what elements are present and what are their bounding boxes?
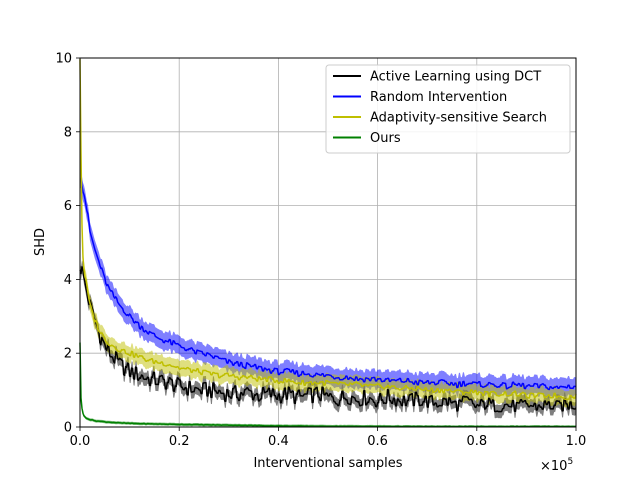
y-tick-label: 6 <box>64 199 72 214</box>
y-tick-label: 10 <box>55 52 72 67</box>
legend-label: Random Intervention <box>370 90 507 105</box>
y-tick-label: 0 <box>64 421 72 436</box>
x-tick-label: 0.2 <box>169 434 190 449</box>
x-tick-label: 0.0 <box>70 434 91 449</box>
legend-label: Active Learning using DCT <box>370 70 541 85</box>
series-line-0 <box>79 266 577 413</box>
y-axis-ticks: 0 2 4 6 8 10 <box>55 52 80 436</box>
plot-frame <box>79 57 577 428</box>
series-line-1 <box>80 178 577 391</box>
series-line-2 <box>79 59 577 401</box>
y-axis-label: SHD <box>33 228 48 256</box>
x-axis-ticks: 0.0 0.2 0.4 0.6 0.8 1.0 <box>70 427 587 449</box>
legend-label: Adaptivity-sensitive Search <box>370 111 547 126</box>
x-axis-scale-multiplier: ×105 <box>540 457 573 474</box>
series-band-0 <box>80 260 576 419</box>
legend-label: Ours <box>370 131 401 146</box>
x-scale-base: ×10 <box>540 459 567 474</box>
x-tick-label: 0.6 <box>367 434 388 449</box>
y-tick-label: 2 <box>64 347 72 362</box>
x-axis-label: Interventional samples <box>253 456 402 471</box>
x-scale-exponent: 5 <box>567 457 573 467</box>
x-tick-label: 0.8 <box>466 434 487 449</box>
legend: Active Learning using DCT Random Interven… <box>325 64 571 154</box>
x-tick-label: 1.0 <box>566 434 587 449</box>
y-tick-label: 8 <box>64 125 72 140</box>
confidence-bands <box>80 58 576 427</box>
x-tick-label: 0.4 <box>268 434 289 449</box>
y-tick-label: 4 <box>64 273 72 288</box>
legend-box <box>325 64 571 154</box>
